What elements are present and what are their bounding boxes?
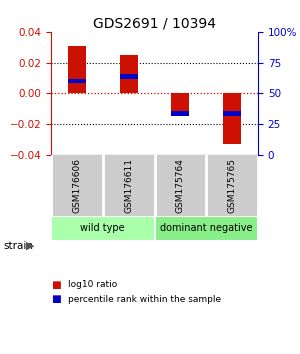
Bar: [223, 93, 241, 144]
Title: GDS2691 / 10394: GDS2691 / 10394: [93, 17, 216, 31]
Text: GSM175764: GSM175764: [176, 158, 185, 213]
Bar: [154, 216, 258, 241]
Text: ■: ■: [51, 280, 61, 290]
Text: wild type: wild type: [80, 223, 125, 233]
Bar: [120, 74, 138, 79]
Bar: [51, 216, 154, 241]
Text: percentile rank within the sample: percentile rank within the sample: [68, 295, 220, 304]
Text: GSM176611: GSM176611: [124, 158, 133, 213]
Text: dominant negative: dominant negative: [160, 223, 253, 233]
Text: ■: ■: [51, 294, 61, 304]
Text: GSM176606: GSM176606: [72, 158, 81, 213]
Bar: [68, 79, 86, 83]
Bar: [171, 93, 189, 116]
Text: GSM175765: GSM175765: [228, 158, 237, 213]
Text: log10 ratio: log10 ratio: [68, 280, 117, 290]
Bar: [68, 46, 86, 93]
Text: strain: strain: [3, 241, 33, 251]
Bar: [171, 111, 189, 115]
Bar: [223, 111, 241, 115]
Bar: [120, 55, 138, 93]
Text: ▶: ▶: [26, 241, 34, 251]
